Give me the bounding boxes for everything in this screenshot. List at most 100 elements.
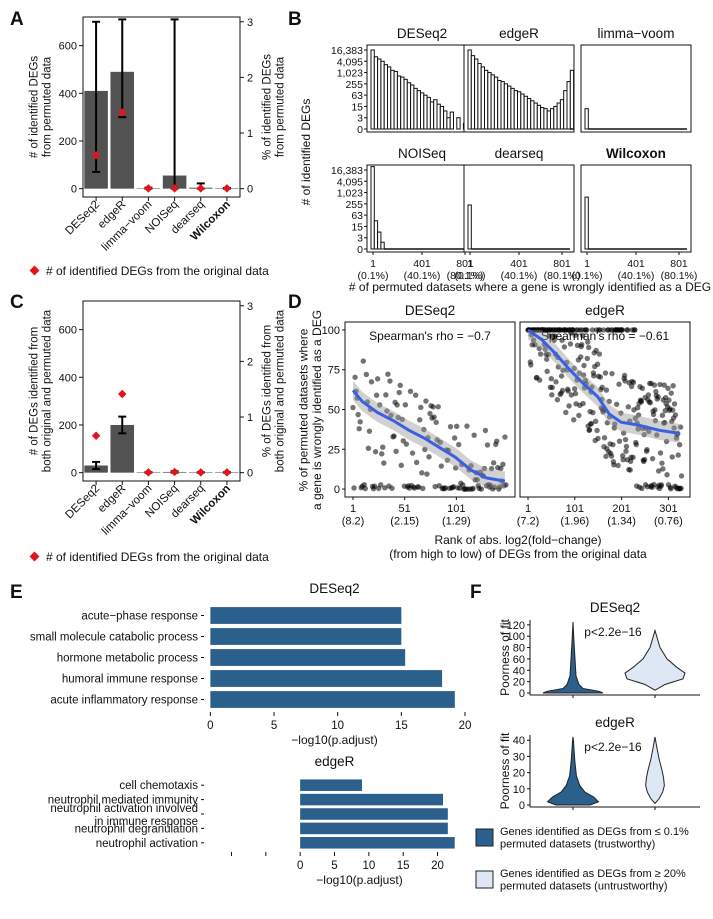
- e-panel-title: DESeq2: [309, 581, 359, 596]
- d-scatter-point: [630, 454, 636, 461]
- d-scatter-point: [351, 485, 357, 491]
- d-scatter-point: [497, 484, 503, 490]
- c-ytick-label: 600: [59, 325, 77, 337]
- b-hist-bar: [380, 241, 385, 250]
- d-scatter-point: [468, 463, 474, 469]
- b-ytick-label: 16,383: [331, 165, 363, 177]
- d-scatter-point: [391, 433, 397, 439]
- d-scatter-point: [543, 356, 550, 362]
- d-scatter-point: [669, 454, 675, 460]
- d-scatter-point: [603, 387, 610, 393]
- d-scatter-point: [421, 426, 427, 433]
- d-scatter-point: [416, 484, 422, 490]
- d-scatter-point: [633, 441, 639, 448]
- d-smooth-line: [351, 389, 506, 483]
- d-ytick-label: 25: [328, 444, 340, 456]
- f-legend-key: [475, 870, 494, 889]
- e-category-label: acute−phase response: [81, 611, 198, 623]
- d-scatter-point: [426, 454, 432, 460]
- d-scatter-point: [545, 351, 552, 358]
- d-scatter-point: [478, 486, 485, 492]
- d-scatter-point: [600, 327, 607, 333]
- d-scatter-point: [474, 477, 480, 483]
- f-legend-key: [475, 828, 494, 847]
- d-scatter-point: [671, 401, 678, 407]
- d-scatter-point: [424, 471, 430, 477]
- a-ytick-label: 0: [71, 184, 77, 196]
- c-original-point: [144, 468, 153, 477]
- d-scatter-point: [412, 392, 419, 398]
- b-ytick-label: 16,383: [331, 45, 363, 57]
- d-scatter-point: [619, 327, 625, 333]
- d-scatter-point: [555, 364, 562, 370]
- d-scatter-point: [576, 370, 583, 376]
- panel-letter-a: A: [10, 9, 24, 30]
- d-confidence-band: [528, 329, 680, 443]
- d-scatter-point: [558, 373, 565, 379]
- d-scatter-point: [419, 470, 425, 476]
- d-scatter-point: [591, 373, 597, 379]
- d-scatter-point: [430, 404, 436, 410]
- a-ylabel-right: % of identified DEGs: [261, 54, 273, 160]
- d-scatter-point: [621, 372, 628, 379]
- d-scatter-point: [646, 428, 652, 435]
- a-ylabel-right-group: % of identified DEGs from permuted data: [261, 54, 286, 160]
- legend-point-c: [29, 551, 40, 562]
- b-facet-title: Wilcoxon: [606, 146, 666, 161]
- d-scatter-point: [585, 339, 591, 345]
- e-category-label: neutrophil mediated immunity: [48, 795, 198, 807]
- d-scatter-point: [606, 398, 612, 405]
- d-ytick-label: 100: [322, 325, 340, 337]
- a-original-point: [118, 108, 127, 117]
- d-scatter-point: [362, 485, 369, 492]
- d-scatter-point: [652, 407, 658, 413]
- e-xtick-label: 10: [331, 720, 344, 732]
- d-facet-title: DESeq2: [405, 303, 455, 318]
- d-smooth-line: [527, 328, 680, 435]
- f-legend-label: Genes identified as DEGs from ≥ 20% permu…: [500, 868, 686, 893]
- d-scatter-point: [592, 418, 599, 425]
- d-scatter-point: [572, 332, 578, 338]
- e-category-label: acute inflammatory response: [50, 695, 198, 707]
- d-scatter-point: [586, 427, 593, 433]
- d-scatter-point: [470, 485, 476, 492]
- d-scatter-point: [363, 371, 370, 378]
- f-ytick-label: 30: [513, 751, 525, 763]
- d-scatter-point: [565, 388, 571, 394]
- e-xtick-label: 5: [271, 720, 277, 732]
- f-violin: [624, 628, 686, 691]
- d-scatter-point: [645, 392, 652, 398]
- d-scatter-point: [664, 472, 670, 478]
- d-scatter-point: [423, 398, 429, 404]
- d-scatter-point: [596, 351, 603, 357]
- f-ylabel: Poorness of fit: [498, 618, 512, 695]
- chart-a: 02004006000123DESeq2edgeRlimma−voomNOISe…: [28, 16, 287, 253]
- d-scatter-point: [602, 370, 609, 376]
- a-ytick-right-label: 2: [247, 72, 253, 84]
- d-scatter-point: [571, 365, 577, 372]
- a-xtick-label: DESeq2: [63, 199, 102, 238]
- d-scatter-point: [366, 428, 373, 434]
- d-ytick-label: 50: [328, 405, 340, 417]
- d-scatter-point: [611, 462, 617, 468]
- c-ylabel: both original and permuted data: [42, 309, 54, 472]
- e-category-label: neutrophil activation: [96, 838, 198, 850]
- f-ytick-label: 40: [513, 735, 525, 747]
- d-scatter-point: [553, 379, 559, 385]
- f-ytick-label: 0: [519, 688, 525, 700]
- d-scatter-point: [668, 390, 674, 396]
- b-frame: [580, 164, 692, 253]
- d-scatter-point: [355, 411, 361, 418]
- f-ytick-label: 40: [513, 665, 525, 677]
- d-scatter-point: [452, 465, 459, 471]
- d-scatter-point: [549, 392, 555, 398]
- b-xtick-label: 1 (0.1%): [572, 258, 603, 282]
- a-original-point: [170, 184, 179, 193]
- c-ytick-right-label: 2: [247, 356, 253, 368]
- c-ytick-label: 0: [71, 468, 77, 480]
- c-original-point: [118, 389, 127, 399]
- d-scatter-point: [420, 485, 426, 492]
- b-frame: [580, 44, 692, 133]
- e-bar: [300, 779, 362, 791]
